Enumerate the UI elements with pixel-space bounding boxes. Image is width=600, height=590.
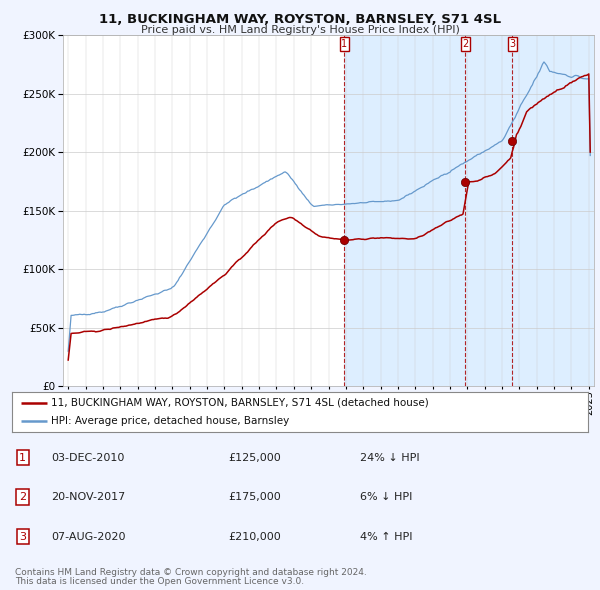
Text: 07-AUG-2020: 07-AUG-2020 bbox=[51, 532, 125, 542]
Text: 3: 3 bbox=[19, 532, 26, 542]
Text: 2: 2 bbox=[462, 39, 469, 49]
Bar bbox=[344, 35, 594, 386]
Text: 03-DEC-2010: 03-DEC-2010 bbox=[51, 453, 124, 463]
Text: £175,000: £175,000 bbox=[228, 492, 281, 502]
Text: Price paid vs. HM Land Registry's House Price Index (HPI): Price paid vs. HM Land Registry's House … bbox=[140, 25, 460, 35]
Text: 1: 1 bbox=[19, 453, 26, 463]
Text: 3: 3 bbox=[509, 39, 515, 49]
Text: £210,000: £210,000 bbox=[228, 532, 281, 542]
Text: 24% ↓ HPI: 24% ↓ HPI bbox=[360, 453, 419, 463]
Text: This data is licensed under the Open Government Licence v3.0.: This data is licensed under the Open Gov… bbox=[15, 577, 304, 586]
Text: 1: 1 bbox=[341, 39, 347, 49]
Text: 11, BUCKINGHAM WAY, ROYSTON, BARNSLEY, S71 4SL (detached house): 11, BUCKINGHAM WAY, ROYSTON, BARNSLEY, S… bbox=[51, 398, 429, 408]
Text: 11, BUCKINGHAM WAY, ROYSTON, BARNSLEY, S71 4SL: 11, BUCKINGHAM WAY, ROYSTON, BARNSLEY, S… bbox=[99, 13, 501, 26]
Text: HPI: Average price, detached house, Barnsley: HPI: Average price, detached house, Barn… bbox=[51, 416, 289, 426]
Text: 20-NOV-2017: 20-NOV-2017 bbox=[51, 492, 125, 502]
Text: 2: 2 bbox=[19, 492, 26, 502]
Text: 6% ↓ HPI: 6% ↓ HPI bbox=[360, 492, 412, 502]
Text: 4% ↑ HPI: 4% ↑ HPI bbox=[360, 532, 413, 542]
Text: Contains HM Land Registry data © Crown copyright and database right 2024.: Contains HM Land Registry data © Crown c… bbox=[15, 568, 367, 576]
Text: £125,000: £125,000 bbox=[228, 453, 281, 463]
